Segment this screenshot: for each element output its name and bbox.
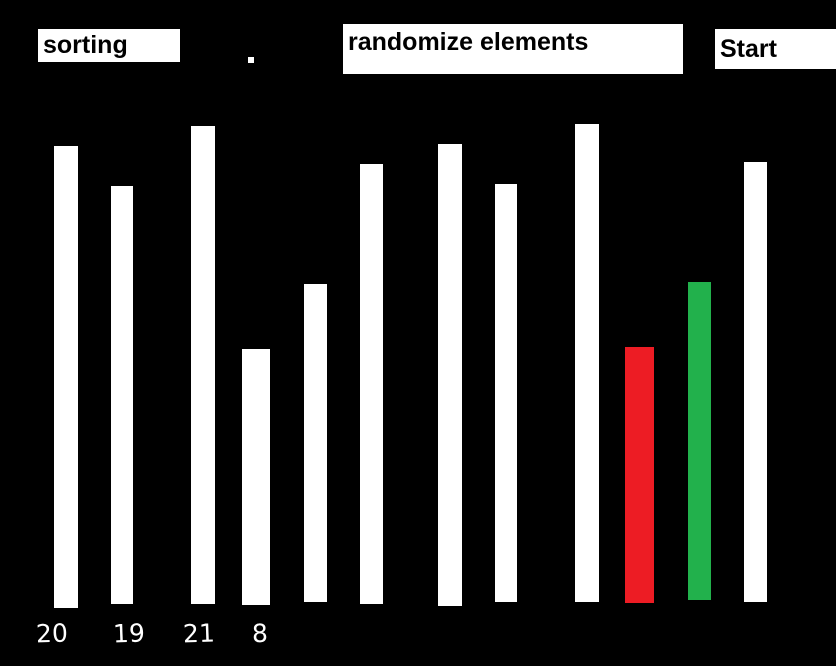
bar-4: [242, 349, 270, 605]
page-title: sorting: [38, 29, 180, 62]
bar-5: [304, 284, 327, 602]
bar-7: [438, 144, 462, 606]
bar-2: [111, 186, 133, 604]
value-label-2: 19: [112, 618, 146, 649]
bar-12: [744, 162, 767, 602]
dot-marker: [248, 57, 254, 63]
value-label-4: 8: [251, 618, 269, 649]
randomize-elements-button[interactable]: randomize elements: [343, 24, 683, 74]
value-label-1: 20: [35, 618, 69, 649]
bar-1: [54, 146, 78, 608]
bar-10: [625, 347, 654, 603]
bar-6: [360, 164, 383, 604]
bar-8: [495, 184, 517, 602]
bar-11: [688, 282, 711, 600]
value-label-3: 21: [182, 618, 216, 649]
start-button[interactable]: Start: [715, 29, 836, 69]
bar-3: [191, 126, 215, 604]
bar-9: [575, 124, 599, 602]
